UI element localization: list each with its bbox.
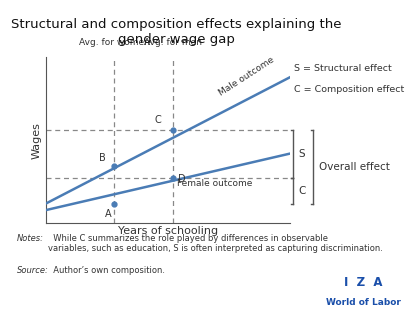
Text: B: B: [99, 153, 105, 163]
Text: Female outcome: Female outcome: [176, 179, 252, 188]
Text: Structural and composition effects explaining the
gender wage gap: Structural and composition effects expla…: [11, 18, 341, 46]
Text: A: A: [105, 210, 111, 219]
Text: World of Labor: World of Labor: [326, 298, 401, 307]
Text: While C summarizes the role played by differences in observable
variables, such : While C summarizes the role played by di…: [48, 234, 383, 253]
Text: Overall effect: Overall effect: [319, 162, 390, 172]
Text: Author’s own composition.: Author’s own composition.: [48, 266, 165, 275]
Text: Source:: Source:: [17, 266, 49, 275]
X-axis label: Years of schooling: Years of schooling: [118, 226, 218, 236]
Text: C: C: [299, 186, 306, 196]
Text: S: S: [299, 149, 305, 159]
Text: I  Z  A: I Z A: [344, 276, 383, 289]
Text: D: D: [178, 174, 185, 184]
Text: C = Composition effect: C = Composition effect: [294, 85, 404, 93]
Text: Male outcome: Male outcome: [217, 56, 276, 98]
Text: S = Structural effect: S = Structural effect: [294, 64, 392, 73]
Text: Notes:: Notes:: [17, 234, 44, 242]
Text: Avg. for women: Avg. for women: [79, 39, 150, 48]
Text: C: C: [155, 115, 161, 125]
Text: Avg. for men: Avg. for men: [144, 39, 202, 48]
Y-axis label: Wages: Wages: [32, 122, 42, 159]
